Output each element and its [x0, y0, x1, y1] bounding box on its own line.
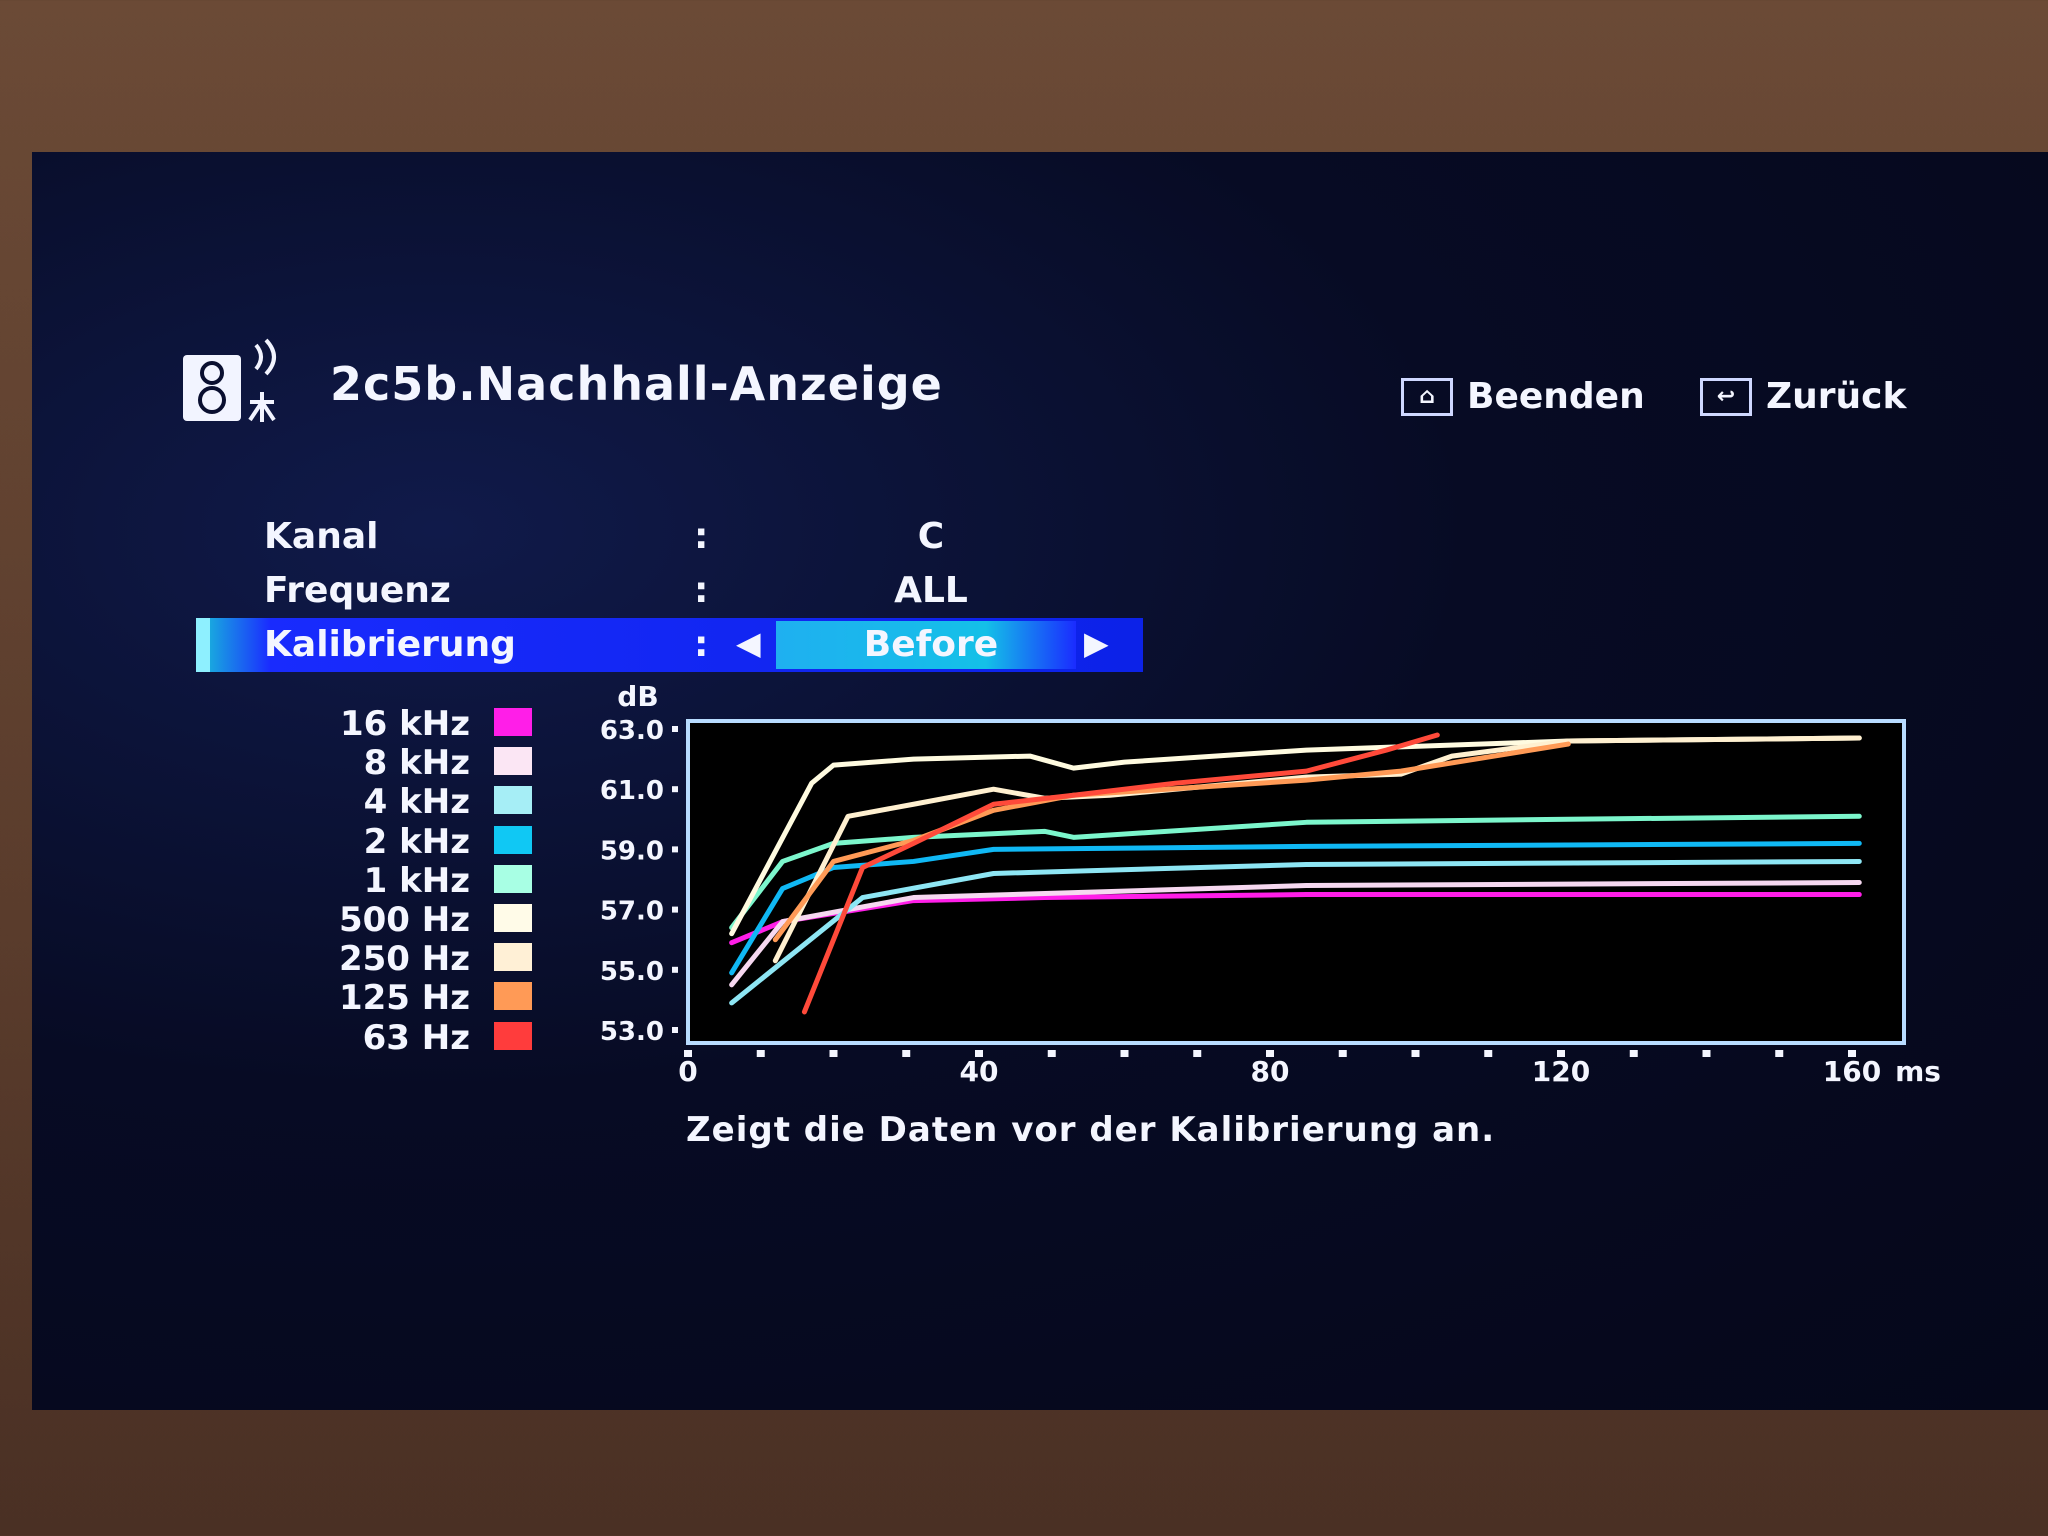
y-axis-label: dB [617, 680, 658, 713]
x-tick-mark [1120, 1050, 1129, 1057]
legend-item: 125 Hz [250, 978, 540, 1018]
series-line-2-khz [729, 840, 1862, 976]
legend-label: 63 Hz [362, 1017, 470, 1058]
legend-item: 2 kHz [250, 822, 540, 862]
arrow-right-icon[interactable]: ▶ [1084, 624, 1109, 662]
legend-item: 250 Hz [250, 939, 540, 979]
legend-swatch [494, 825, 532, 854]
x-axis-label: ms [1895, 1055, 1941, 1088]
page-title: 2c5b.Nachhall-Anzeige [330, 357, 943, 411]
value-highlight [776, 621, 1076, 669]
x-tick-mark [829, 1050, 838, 1057]
x-tick-mark [1047, 1050, 1056, 1057]
y-tick-mark [672, 1027, 678, 1033]
selection-marker [196, 618, 210, 672]
series-line-1-khz [729, 813, 1862, 931]
setting-row-frequenz[interactable]: Frequenz : ALL [196, 564, 1143, 618]
series-line-125-hz [772, 741, 1571, 943]
setting-label: Kanal [264, 516, 379, 557]
x-tick-mark [1629, 1050, 1638, 1057]
legend-item: 16 kHz [250, 704, 540, 744]
caption: Zeigt die Daten vor der Kalibrierung an. [686, 1110, 1496, 1150]
legend-item: 4 kHz [250, 782, 540, 822]
setting-value: Before [863, 624, 999, 665]
y-tick-label: 61.0 [600, 776, 664, 806]
x-tick-mark [975, 1050, 983, 1057]
legend-swatch [494, 786, 532, 815]
setting-row-kanal[interactable]: Kanal : C [196, 510, 1143, 564]
series-line-4-khz [729, 858, 1862, 1006]
x-tick-mark [1193, 1050, 1202, 1057]
x-tick-label: 120 [1532, 1055, 1590, 1088]
x-tick-mark [1338, 1050, 1347, 1057]
x-tick-mark [902, 1050, 911, 1057]
arrow-left-icon[interactable]: ◀ [736, 624, 761, 662]
setting-value: ALL [894, 570, 968, 611]
x-tick-label: 80 [1251, 1055, 1290, 1088]
y-tick-mark [672, 786, 678, 793]
setting-separator: : [694, 570, 709, 611]
legend-item: 1 kHz [250, 861, 540, 901]
legend-swatch [494, 982, 532, 1011]
y-tick-mark [672, 966, 678, 973]
y-tick-mark [672, 846, 678, 853]
x-tick-mark [1848, 1050, 1856, 1057]
home-icon: ⌂ [1401, 377, 1453, 416]
setting-label: Kalibrierung [264, 624, 516, 665]
y-tick-mark [672, 906, 678, 913]
legend-swatch [494, 864, 532, 893]
zurueck-label: Zurück [1766, 376, 1907, 417]
setting-value: C [917, 516, 945, 557]
legend-swatch [494, 943, 532, 972]
legend-label: 500 Hz [338, 900, 470, 940]
y-tick-label: 55.0 [600, 957, 664, 987]
series-line-63-hz [801, 732, 1440, 1015]
legend-label: 4 kHz [363, 782, 470, 823]
selection-gradient [210, 618, 270, 672]
legend-label: 250 Hz [338, 939, 470, 980]
series-line-500-hz [729, 735, 1862, 937]
legend-swatch [494, 747, 532, 776]
beenden-button[interactable]: ⌂ Beenden [1401, 376, 1645, 417]
legend-label: 16 kHz [339, 704, 470, 744]
y-tick-label: 53.0 [600, 1017, 664, 1047]
legend-item: 63 Hz [250, 1018, 540, 1058]
setting-label: Frequenz [264, 570, 451, 611]
beenden-label: Beenden [1467, 376, 1645, 417]
x-tick-mark [1557, 1050, 1565, 1057]
x-tick-mark [1702, 1050, 1711, 1057]
series-line-8-khz [729, 880, 1862, 988]
x-tick-mark [756, 1050, 765, 1057]
y-tick-mark [672, 726, 678, 732]
zurueck-button[interactable]: ↩ Zurück [1700, 376, 1906, 417]
x-tick-label: 40 [960, 1055, 999, 1088]
legend-item: 500 Hz [250, 900, 540, 940]
x-tick-mark [1411, 1050, 1420, 1057]
legend-swatch [494, 708, 532, 736]
x-tick-mark [1266, 1050, 1274, 1057]
legend-label: 8 kHz [363, 743, 470, 784]
return-icon: ↩ [1700, 377, 1752, 416]
x-tick-mark [1484, 1050, 1493, 1057]
legend-label: 2 kHz [363, 821, 470, 862]
legend-swatch [494, 904, 532, 932]
x-tick-mark [1775, 1050, 1784, 1057]
y-tick-label: 63.0 [600, 716, 664, 746]
y-tick-label: 57.0 [600, 897, 664, 927]
y-tick-label: 59.0 [600, 836, 664, 866]
setting-separator: : [694, 624, 709, 665]
legend-label: 125 Hz [338, 978, 470, 1019]
series-line-16-khz [729, 892, 1862, 946]
x-tick-label: 160 [1823, 1055, 1881, 1088]
legend-item: 8 kHz [250, 743, 540, 783]
legend-swatch [494, 1021, 532, 1050]
x-tick-mark [684, 1050, 692, 1057]
x-tick-label: 0 [678, 1055, 697, 1088]
setting-row-kalibrierung[interactable]: Kalibrierung : ◀ Before ▶ [196, 618, 1143, 672]
legend-label: 1 kHz [363, 860, 470, 901]
setting-separator: : [694, 516, 709, 557]
